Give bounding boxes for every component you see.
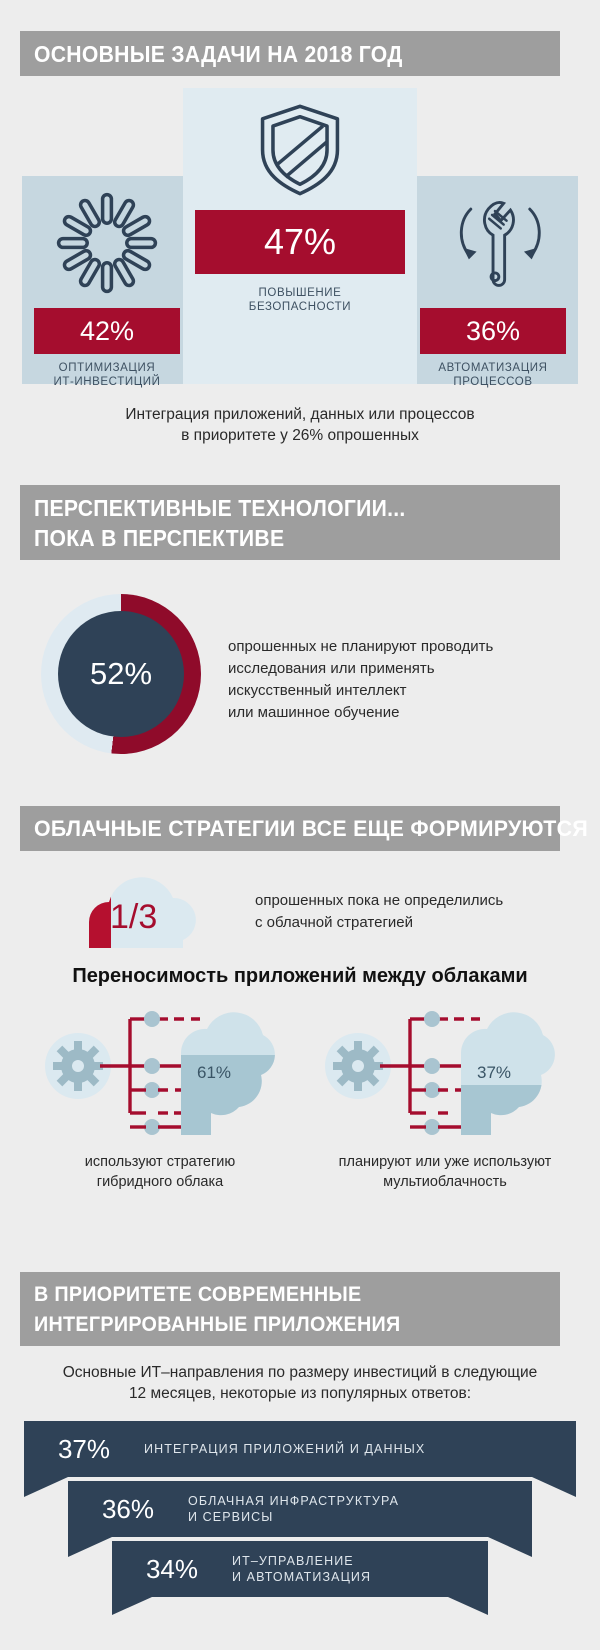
panel-label-security-line2: БЕЗОПАСНОСТИ (248, 301, 352, 313)
funnel-tip-left-1 (24, 1477, 68, 1497)
funnel-label-2-line2: И СЕРВИСЫ (188, 1510, 274, 1524)
cloud-fraction-label: 1/3 (110, 898, 158, 936)
gear-icon (45, 1033, 111, 1099)
section2-text-line4: или машинное обучение (228, 704, 400, 721)
stat-value-it-optimization: 42% (34, 308, 180, 354)
funnel-row-2: 36% ОБЛАЧНАЯ ИНФРАСТРУКТУРА И СЕРВИСЫ (68, 1481, 532, 1537)
connector-lines (380, 1011, 480, 1135)
section1-caption-line1: Интеграция приложений, данных или процес… (125, 406, 475, 423)
section-header-apps-line2: ИНТЕГРИРОВАННЫЕ ПРИЛОЖЕНИЯ (34, 1312, 401, 1336)
cloud-third-icon (89, 877, 196, 948)
funnel-tip-right-3 (448, 1597, 488, 1615)
section-header-technologies-line2: ПОКА В ПЕРСПЕКТИВЕ (34, 524, 285, 551)
section-header-tasks-line1: ОСНОВНЫЕ ЗАДАЧИ НА 2018 ГОД (34, 40, 403, 67)
cloud-fill-hybrid (180, 1012, 275, 1135)
donut-hole: 52% (58, 611, 184, 737)
funnel-label-2-line1: ОБЛАЧНАЯ ИНФРАСТРУКТУРА (188, 1494, 400, 1508)
panel-label-process-automation-line1: АВТОМАТИЗАЦИЯ (438, 362, 548, 374)
section-header-apps-line1: В ПРИОРИТЕТЕ СОВРЕМЕННЫЕ (34, 1282, 362, 1306)
spinner-icon (56, 192, 158, 294)
funnel-pct-3: 34% (145, 1553, 199, 1584)
stat-value-process-automation: 36% (420, 308, 566, 354)
section2-text-line2: исследования или применять (228, 660, 435, 677)
funnel-label-1-line1: ИНТЕГРАЦИЯ ПРИЛОЖЕНИЙ И ДАННЫХ (144, 1442, 426, 1456)
gear-icon (325, 1033, 391, 1099)
section1-caption-line2: в приоритете у 26% опрошенных (181, 427, 419, 444)
section2-text-line1: опрошенных не планируют проводить (228, 638, 494, 655)
cloud-label-multicloud-line1: планируют или уже используют (338, 1154, 552, 1170)
funnel-pct-2: 36% (101, 1493, 155, 1524)
section-header-tasks: ОСНОВНЫЕ ЗАДАЧИ НА 2018 ГОД (20, 31, 560, 76)
cloud-portability-diagram-hybrid: 61% (45, 1005, 275, 1135)
funnel-row-1: 37% ИНТЕГРАЦИЯ ПРИЛОЖЕНИЙ И ДАННЫХ (24, 1421, 576, 1477)
funnel-label-3: ИТ–УПРАВЛЕНИЕ И АВТОМАТИЗАЦИЯ (232, 1553, 371, 1585)
funnel-label-3-line1: ИТ–УПРАВЛЕНИЕ (232, 1554, 354, 1568)
donut-chart-ai: 52% (41, 594, 201, 754)
cloud-label-multicloud-line2: мультиоблачность (383, 1174, 507, 1190)
panel-label-it-optimization-line2: ИТ-ИНВЕСТИЦИЙ (53, 376, 161, 388)
funnel-tip-left-2 (68, 1537, 112, 1557)
funnel-label-1: ИНТЕГРАЦИЯ ПРИЛОЖЕНИЙ И ДАННЫХ (144, 1441, 425, 1457)
funnel-tip-right-2 (488, 1537, 532, 1557)
panel-security: 47% ПОВЫШЕНИЕ БЕЗОПАСНОСТИ (183, 88, 417, 384)
section-header-cloud: ОБЛАЧНЫЕ СТРАТЕГИИ ВСЕ ЕЩЕ ФОРМИРУЮТСЯ (20, 806, 588, 851)
donut-label: 52% (89, 656, 153, 691)
cloud-label-hybrid-line1: используют стратегию (84, 1154, 236, 1170)
section-header-apps: В ПРИОРИТЕТЕ СОВРЕМЕННЫЕ ИНТЕГРИРОВАННЫЕ… (20, 1272, 560, 1346)
stat-value-security: 47% (195, 210, 405, 274)
funnel-row-3: 34% ИТ–УПРАВЛЕНИЕ И АВТОМАТИЗАЦИЯ (112, 1541, 488, 1597)
section-header-technologies: ПЕРСПЕКТИВНЫЕ ТЕХНОЛОГИИ... ПОКА В ПЕРСП… (20, 485, 560, 560)
section-header-cloud-line1: ОБЛАЧНЫЕ СТРАТЕГИИ ВСЕ ЕЩЕ ФОРМИРУЮТСЯ (34, 815, 588, 841)
section2-text-line3: искусственный интеллект (228, 682, 407, 699)
connector-lines (100, 1011, 200, 1135)
cloud-fill-multicloud (460, 1012, 555, 1135)
cloud-percent-hybrid: 61% (197, 1063, 232, 1082)
cloud-portability-diagram-multicloud: 37% (325, 1005, 555, 1135)
funnel-label-2: ОБЛАЧНАЯ ИНФРАСТРУКТУРА И СЕРВИСЫ (188, 1493, 399, 1525)
section4-intro-line2: 12 месяцев, некоторые из популярных отве… (128, 1385, 472, 1402)
panel-process-automation: 36% АВТОМАТИЗАЦИЯ ПРОЦЕССОВ (408, 176, 578, 388)
funnel-label-3-line2: И АВТОМАТИЗАЦИЯ (232, 1570, 372, 1584)
shield-icon (260, 104, 340, 196)
section4-intro-line1: Основные ИТ–направления по размеру инвес… (62, 1364, 538, 1381)
panel-label-process-automation-line2: ПРОЦЕССОВ (453, 376, 533, 388)
section3-subheading: Переносимость приложений между облаками (72, 965, 528, 987)
section3-cloud-text-line1: опрошенных пока не определились (255, 892, 504, 909)
cloud-percent-multicloud: 37% (477, 1063, 512, 1082)
funnel-tip-right-1 (532, 1477, 576, 1497)
funnel-pct-1: 37% (57, 1433, 111, 1464)
section3-cloud-text-line2: с облачной стратегией (255, 914, 414, 931)
panel-it-optimization: 42% ОПТИМИЗАЦИЯ ИТ-ИНВЕСТИЦИЙ (22, 176, 192, 388)
panel-label-security-line1: ПОВЫШЕНИЕ (258, 287, 342, 299)
cloud-label-hybrid-line2: гибридного облака (96, 1174, 224, 1190)
section-header-technologies-line1: ПЕРСПЕКТИВНЫЕ ТЕХНОЛОГИИ... (34, 494, 406, 521)
funnel-tip-left-3 (112, 1597, 152, 1615)
panel-label-it-optimization-line1: ОПТИМИЗАЦИЯ (58, 362, 156, 374)
wrench-icon (459, 200, 541, 287)
